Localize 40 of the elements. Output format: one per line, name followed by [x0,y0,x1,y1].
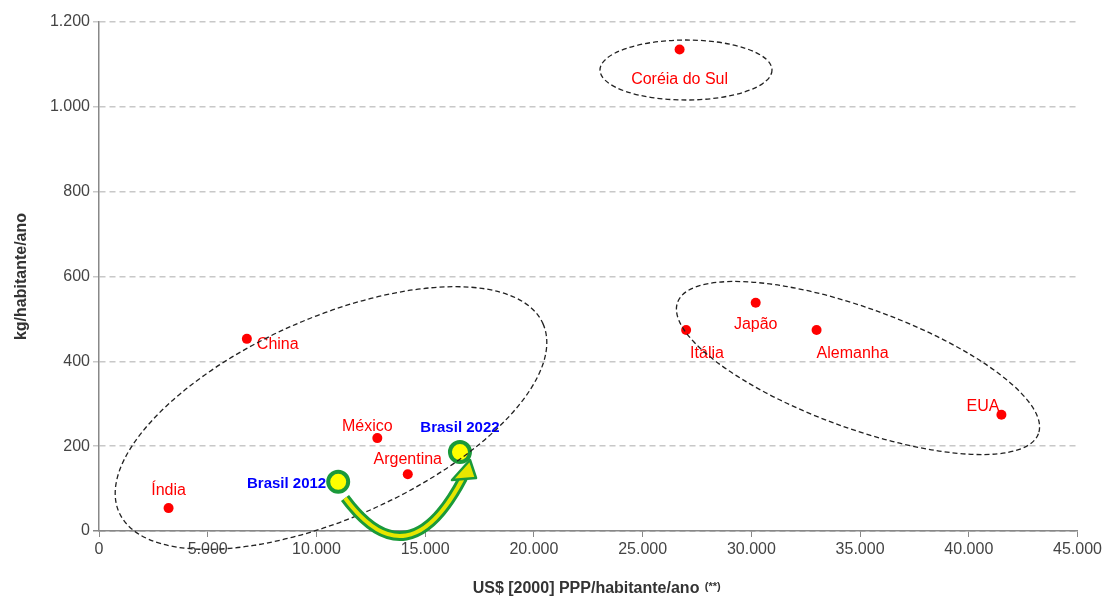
x-tick-label: 20.000 [509,540,559,558]
point [811,324,822,335]
x-tick-label: 45.000 [1053,540,1103,558]
x-tick-label: 5.000 [187,540,228,558]
y-tick-label: 0 [81,521,91,539]
point [372,433,383,444]
y-tick-label: 1.200 [49,12,91,30]
y-tick-label: 400 [63,351,91,369]
point [163,503,174,514]
annotation: Argentina [373,449,443,467]
annotation: Brasil 2022 [420,418,500,436]
x-tick-label: 25.000 [618,540,668,558]
annotation: Itália [690,344,725,362]
annotation: Japão [733,315,778,333]
point [447,440,472,465]
x-tick-label: 40.000 [944,540,994,558]
point [241,333,252,344]
annotation: EUA [966,397,1000,415]
annotation: Brasil 2012 [246,473,327,491]
point [996,409,1007,420]
y-tick-label: 600 [63,266,91,284]
y-tick-label: 200 [63,436,91,454]
point [674,44,685,55]
annotation: Índia [151,479,187,498]
annotation: Coréia do Sul [631,69,729,87]
x-tick-label: 15.000 [400,540,450,558]
text: US$ [2000] PPP/habitante/ano (**) [472,578,721,596]
x-tick-label: 0 [94,540,104,558]
x-tick-label: 30.000 [726,540,776,558]
annotation: China [256,335,299,353]
annotation: Alemanha [816,344,889,362]
y-axis-title: kg/habitante/ano [12,212,30,341]
point [750,297,761,308]
y-tick-label: 800 [63,182,91,200]
point [326,469,351,494]
y-tick-label: 1.000 [49,97,91,115]
x-tick-label: 10.000 [291,540,342,558]
point [402,469,413,480]
x-tick-label: 35.000 [835,540,885,558]
annotation: México [341,416,393,434]
